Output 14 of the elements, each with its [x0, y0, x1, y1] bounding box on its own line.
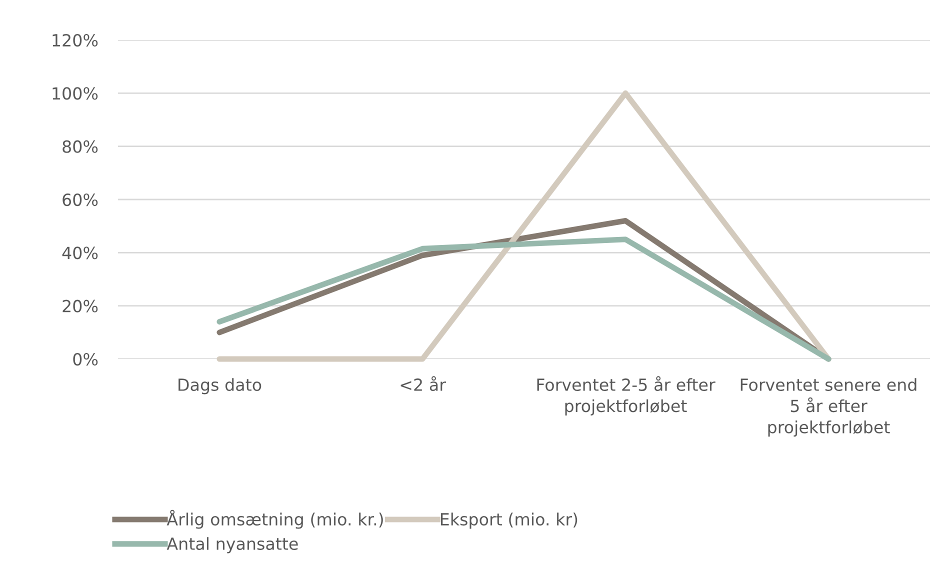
legend-label: Årlig omsætning (mio. kr.): [166, 510, 383, 529]
legend-label: Eksport (mio. kr): [440, 512, 578, 529]
y-tick-label: 80%: [62, 140, 98, 153]
y-tick-label: 60%: [62, 193, 98, 206]
y-tick-label: 120%: [52, 34, 98, 47]
x-tick-label: Dags dato: [178, 378, 262, 394]
y-tick-label: 100%: [52, 87, 98, 100]
y-tick-label: 40%: [62, 246, 98, 260]
y-tick-label: 20%: [62, 300, 98, 312]
x-tick-label: Forventet senere end 5 år efter projektforløbet: [740, 378, 916, 437]
x-tick-label: Forventet 2-5 år efter projektforløbet: [537, 376, 716, 416]
y-tick-label: 0%: [73, 352, 98, 366]
x-tick-label: <2 år: [400, 376, 446, 392]
legend-label: Antal nyansatte: [166, 537, 298, 554]
